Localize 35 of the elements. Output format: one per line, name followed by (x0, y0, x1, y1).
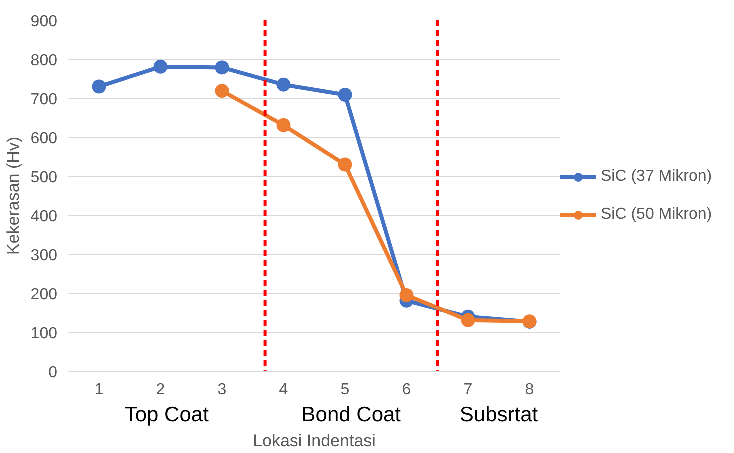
y-tick-label: 100 (30, 326, 58, 342)
legend-label: SiC (50 Mikron) (601, 206, 712, 224)
y-tick-label: 500 (30, 170, 58, 186)
y-tick-label: 0 (48, 364, 58, 382)
x-tick-label: 6 (402, 382, 412, 398)
text: Subsrtat (460, 404, 538, 426)
y-tick-label: 300 (30, 248, 58, 264)
point (276, 78, 291, 92)
x-axis-title: Lokasi Indentasi (253, 432, 376, 450)
x-tick-label: 1 (94, 382, 104, 398)
point (215, 84, 230, 98)
x-tick-label: 8 (525, 382, 534, 398)
y-tick-label: 400 (30, 208, 58, 226)
point (154, 60, 168, 74)
y-tick-label: 800 (30, 52, 58, 70)
legend-label: SiC (37 Mikron) (601, 168, 712, 186)
point (338, 158, 352, 172)
y-tick-label: 200 (30, 286, 58, 304)
point (92, 80, 106, 94)
y-tick-label: 700 (30, 92, 58, 108)
point (400, 288, 414, 302)
text: Bond Coat (302, 404, 402, 426)
x-tick-label: 5 (340, 382, 350, 398)
point (215, 60, 230, 75)
x-tick-label: 3 (218, 382, 227, 398)
y-tick-label: 900 (30, 14, 58, 30)
y-axis-title: Kekerasan (Hv) (4, 136, 23, 256)
x-tick-label: 7 (464, 382, 473, 398)
x-tick-label: 2 (156, 382, 166, 398)
text: Top Coat (124, 404, 210, 426)
y-tick-label: 600 (30, 130, 58, 148)
point (461, 313, 476, 328)
point (338, 88, 352, 102)
x-tick-label: 4 (279, 382, 288, 398)
point (276, 118, 291, 132)
